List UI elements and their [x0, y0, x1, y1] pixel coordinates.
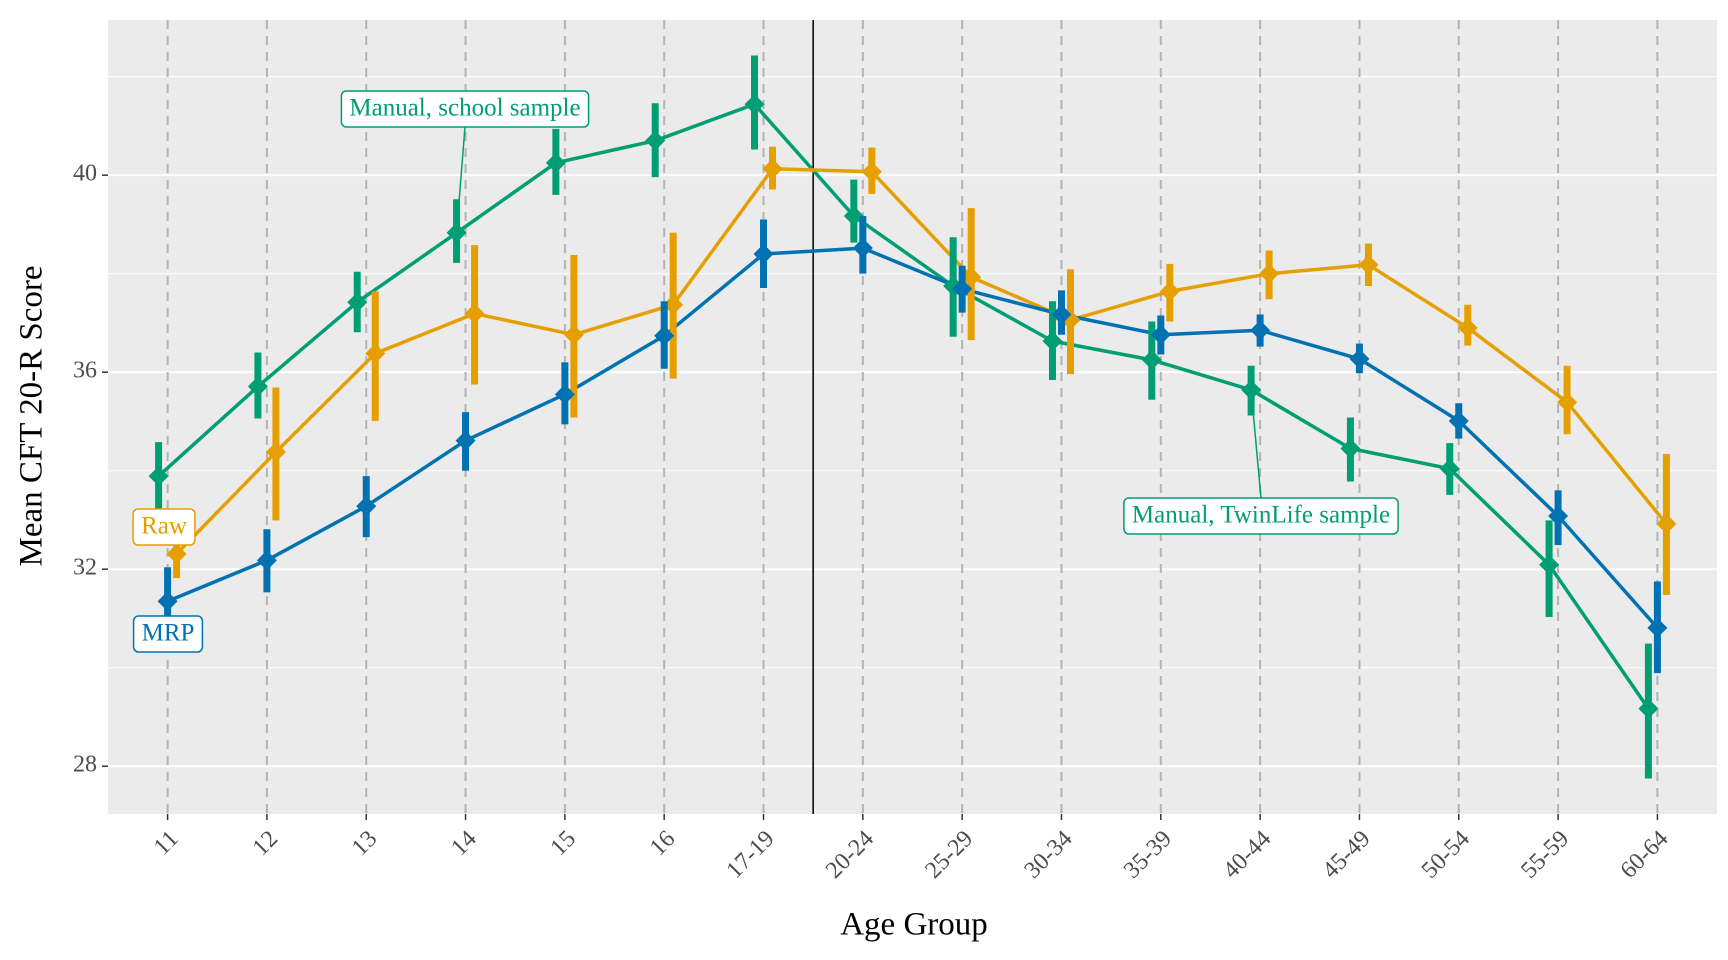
series-line — [157, 102, 1650, 710]
point — [1340, 438, 1361, 459]
x-tick-label: 60-64 — [1616, 826, 1674, 884]
label-box — [1123, 497, 1399, 535]
point — [1656, 513, 1677, 534]
point — [1349, 348, 1370, 369]
y-tick-label: 32 — [73, 555, 97, 581]
label-text: Manual, TwinLife sample — [1132, 502, 1390, 529]
point — [554, 384, 575, 405]
x-tick-label: 55-59 — [1516, 826, 1574, 884]
label-box — [132, 615, 204, 653]
x-tick-label: 16 — [645, 826, 680, 861]
x-tick-label: 20-24 — [821, 826, 879, 884]
point — [365, 343, 386, 364]
point — [1439, 458, 1460, 479]
x-tick-label: 40-44 — [1218, 826, 1276, 884]
leader-line — [1250, 389, 1262, 499]
point — [1150, 324, 1171, 345]
point — [1042, 331, 1063, 352]
panel-background — [108, 20, 1717, 814]
y-tick-label: 40 — [73, 161, 97, 187]
direct-label: Raw — [132, 508, 196, 546]
point — [753, 243, 774, 264]
direct-label: Manual, school sample — [340, 90, 590, 128]
point — [952, 278, 973, 299]
point — [1358, 254, 1379, 275]
point — [545, 152, 566, 173]
point — [645, 130, 666, 151]
point — [1159, 281, 1180, 302]
series-line — [175, 167, 1668, 556]
leader-line — [455, 126, 466, 233]
x-tick-label: 12 — [248, 826, 283, 861]
point — [1259, 263, 1280, 284]
point — [1539, 554, 1560, 575]
point — [843, 206, 864, 227]
x-tick-label: 35-39 — [1119, 826, 1177, 884]
label-text: Raw — [141, 513, 187, 540]
point — [265, 441, 286, 462]
point — [1548, 506, 1569, 527]
point — [852, 238, 873, 259]
point — [1448, 410, 1469, 431]
point — [654, 325, 675, 346]
label-box — [132, 508, 196, 546]
point — [563, 324, 584, 345]
point — [157, 591, 178, 612]
y-tick-label: 36 — [73, 358, 97, 384]
point — [1647, 617, 1668, 638]
point — [1250, 320, 1271, 341]
series-line — [166, 246, 1659, 629]
direct-label: MRP — [132, 615, 204, 653]
x-tick-label: 50-54 — [1417, 826, 1475, 884]
point — [256, 550, 277, 571]
x-tick-label: 17-19 — [722, 826, 780, 884]
x-tick-label: 30-34 — [1020, 826, 1078, 884]
y-tick-label: 28 — [73, 752, 97, 778]
point — [1141, 349, 1162, 370]
point — [455, 430, 476, 451]
point — [762, 158, 783, 179]
point — [663, 294, 684, 315]
point — [166, 543, 187, 564]
point — [1457, 317, 1478, 338]
y-axis-title: Mean CFT 20-R Score — [14, 266, 50, 567]
point — [347, 292, 368, 313]
direct-label: Manual, TwinLife sample — [1123, 497, 1399, 535]
point — [356, 496, 377, 517]
x-tick-label: 11 — [149, 826, 184, 861]
label-box — [340, 90, 590, 128]
point — [1638, 698, 1659, 719]
point — [1557, 392, 1578, 413]
label-text: MRP — [142, 620, 195, 647]
x-tick-label: 15 — [546, 826, 581, 861]
point — [744, 94, 765, 115]
x-axis-title: Age Group — [840, 907, 988, 943]
point — [247, 376, 268, 397]
x-tick-label: 25-29 — [920, 826, 978, 884]
point — [961, 267, 982, 288]
x-tick-label: 13 — [347, 826, 382, 861]
point — [861, 161, 882, 182]
point — [464, 303, 485, 324]
label-text: Manual, school sample — [349, 95, 580, 122]
x-tick-label: 14 — [446, 826, 481, 861]
point — [148, 466, 169, 487]
point — [1051, 304, 1072, 325]
x-tick-label: 45-49 — [1318, 826, 1376, 884]
